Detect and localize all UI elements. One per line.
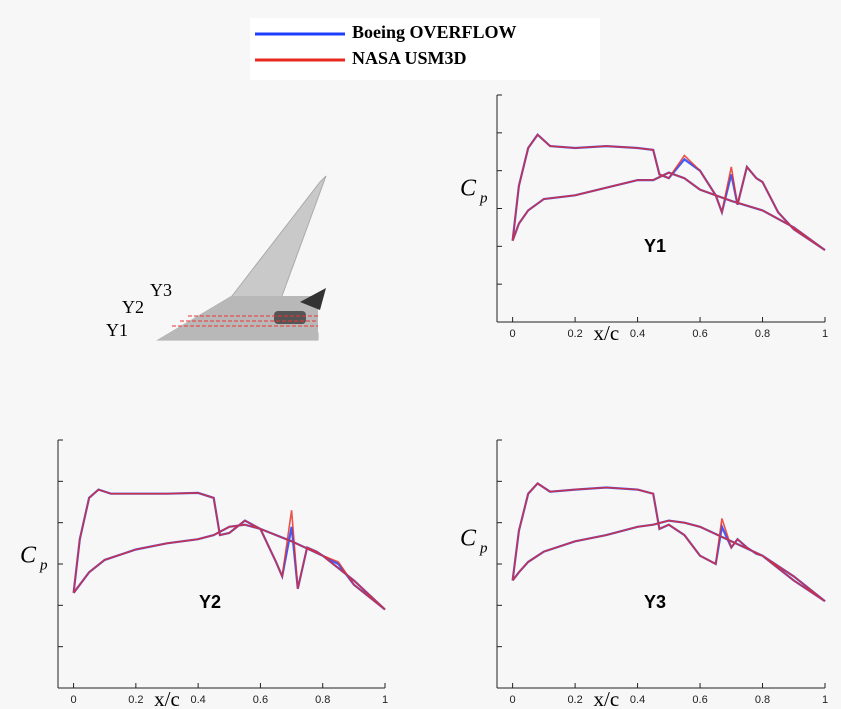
x-tick-label: 0.6: [692, 328, 707, 340]
x-tick-label: 1: [822, 694, 828, 706]
x-tick-label: 0.8: [755, 694, 770, 706]
chart-title: Y1: [644, 236, 666, 256]
x-tick-label: 0.6: [692, 694, 707, 706]
chart-title: Y2: [199, 592, 221, 612]
wing-diagram: Y1 Y2 Y3: [106, 175, 327, 341]
x-tick-label: 0.4: [630, 328, 645, 340]
chart: 0 0.2 0.4 0.6 0.8 1 x/c C p Y2: [20, 439, 388, 709]
x-tick-label: 0.4: [630, 694, 645, 706]
chart-title: Y3: [644, 592, 666, 612]
series-line: [511, 133, 826, 251]
x-axis-label: x/c: [154, 687, 180, 709]
chart: 0 0.2 0.4 0.6 0.8 1 x/c C p Y3: [460, 439, 828, 709]
x-tick-label: 0: [510, 694, 516, 706]
x-tick-label: 0.2: [128, 694, 143, 706]
legend-label: Boeing OVERFLOW: [352, 22, 517, 42]
series-line: [511, 482, 826, 602]
y-axis-label-sub: p: [479, 540, 488, 556]
section-label: Y2: [122, 297, 144, 317]
wing-root: [158, 296, 318, 340]
x-tick-label: 0.8: [315, 694, 330, 706]
y-axis-label: C: [460, 176, 477, 202]
x-tick-label: 0.4: [190, 694, 205, 706]
chart: 0 0.2 0.4 0.6 0.8 1 x/c C p Y1: [460, 94, 828, 345]
section-label: Y1: [106, 320, 128, 340]
x-tick-label: 1: [822, 328, 828, 340]
legend-label: NASA USM3D: [352, 48, 467, 68]
y-axis-label-sub: p: [39, 557, 48, 573]
x-axis-label: x/c: [594, 687, 620, 709]
x-tick-label: 0.8: [755, 328, 770, 340]
y-axis-label-sub: p: [479, 190, 488, 206]
y-axis-label: C: [460, 526, 477, 552]
x-tick-label: 0.2: [567, 694, 582, 706]
x-tick-label: 0.2: [567, 328, 582, 340]
nacelle: [274, 311, 306, 324]
x-tick-label: 0: [510, 328, 516, 340]
x-tick-label: 0.6: [253, 694, 268, 706]
legend-box: [250, 18, 600, 80]
series-line: [72, 488, 386, 611]
x-tick-label: 1: [382, 694, 388, 706]
y-axis-label: C: [20, 543, 37, 569]
section-label: Y3: [150, 280, 172, 300]
x-axis-label: x/c: [594, 321, 620, 345]
tail-fin: [300, 288, 326, 310]
x-tick-label: 0: [71, 694, 77, 706]
